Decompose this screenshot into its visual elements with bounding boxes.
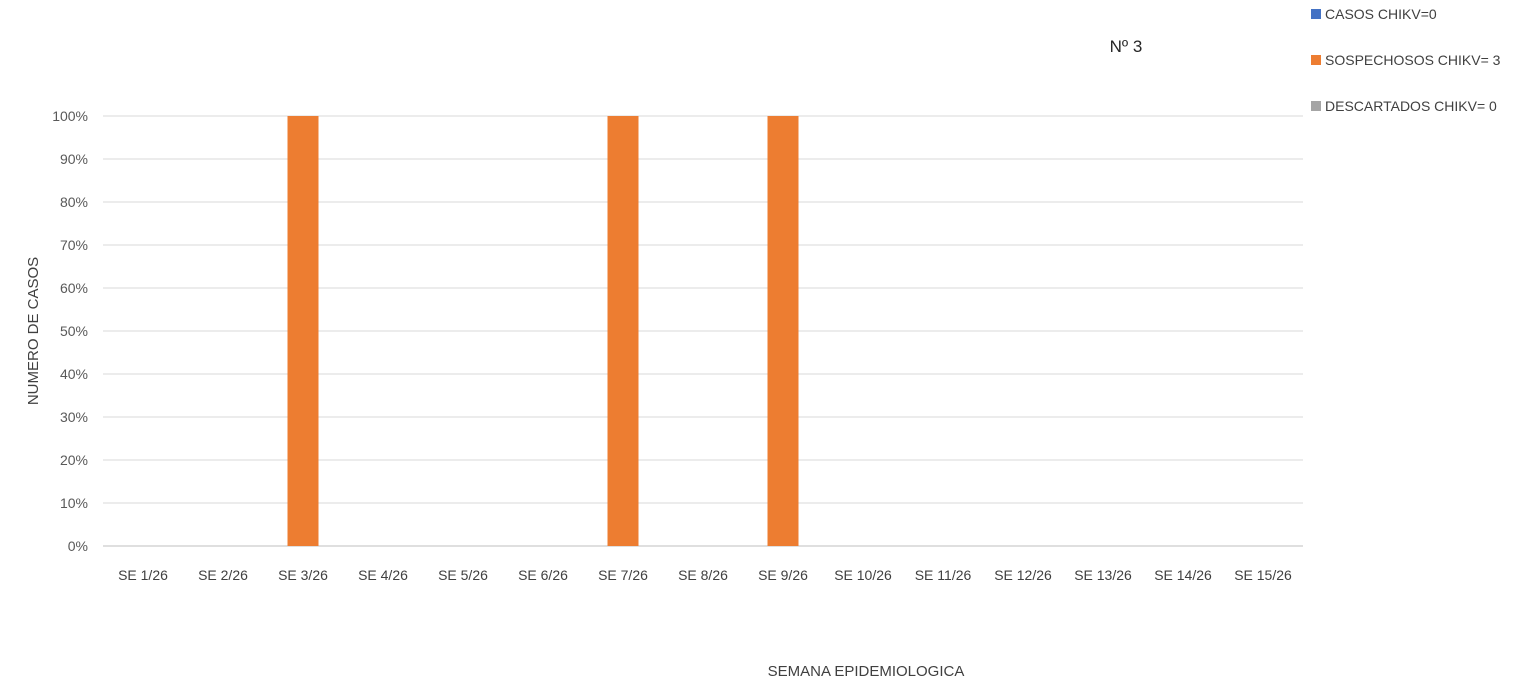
y-tick-label: 20% [60,452,88,468]
y-tick-label: 30% [60,409,88,425]
bar [767,116,799,546]
legend-label: SOSPECHOSOS CHIKV= 3 [1325,52,1501,68]
y-axis-title: NUMERO DE CASOS [25,257,42,405]
x-tick-label: SE 2/26 [198,567,248,583]
x-tick-label: SE 11/26 [915,567,972,583]
legend-swatch [1311,55,1321,65]
chart-title: Nº 3 [1110,37,1143,56]
y-tick-label: 60% [60,280,88,296]
legend-swatch [1311,101,1321,111]
y-tick-label: 0% [68,538,88,554]
x-tick-label: SE 4/26 [358,567,408,583]
x-tick-label: SE 3/26 [278,567,328,583]
y-tick-label: 50% [60,323,88,339]
y-tick-label: 80% [60,194,88,210]
x-tick-label: SE 5/26 [438,567,488,583]
bars [287,116,799,546]
y-tick-label: 40% [60,366,88,382]
y-tick-label: 100% [52,108,88,124]
x-tick-label: SE 12/26 [994,567,1052,583]
x-tick-label: SE 6/26 [518,567,568,583]
legend-label: CASOS CHIKV=0 [1325,6,1437,22]
x-tick-label: SE 14/26 [1154,567,1212,583]
y-tick-label: 90% [60,151,88,167]
x-tick-label: SE 15/26 [1234,567,1292,583]
legend-label: DESCARTADOS CHIKV= 0 [1325,98,1497,114]
legend-swatch [1311,9,1321,19]
bar [607,116,639,546]
y-tick-label: 10% [60,495,88,511]
y-axis-ticks: 0% 10% 20% 30% 40% 50% 60% 70% 80% 90% 100% [52,108,88,554]
x-axis-ticks: SE 1/26 SE 2/26 SE 3/26 SE 4/26 SE 5/26 SE 6/… [118,567,1292,583]
x-axis-title: SEMANA EPIDEMIOLOGICA [768,663,965,680]
x-tick-label: SE 8/26 [678,567,728,583]
x-tick-label: SE 9/26 [758,567,808,583]
y-tick-label: 70% [60,237,88,253]
bar [287,116,319,546]
x-tick-label: SE 7/26 [598,567,648,583]
gridlines [103,115,1303,547]
legend: CASOS CHIKV=0 SOSPECHOSOS CHIKV= 3 DESCART… [1311,6,1501,114]
x-tick-label: SE 13/26 [1074,567,1132,583]
x-tick-label: SE 10/26 [834,567,892,583]
x-tick-label: SE 1/26 [118,567,168,583]
